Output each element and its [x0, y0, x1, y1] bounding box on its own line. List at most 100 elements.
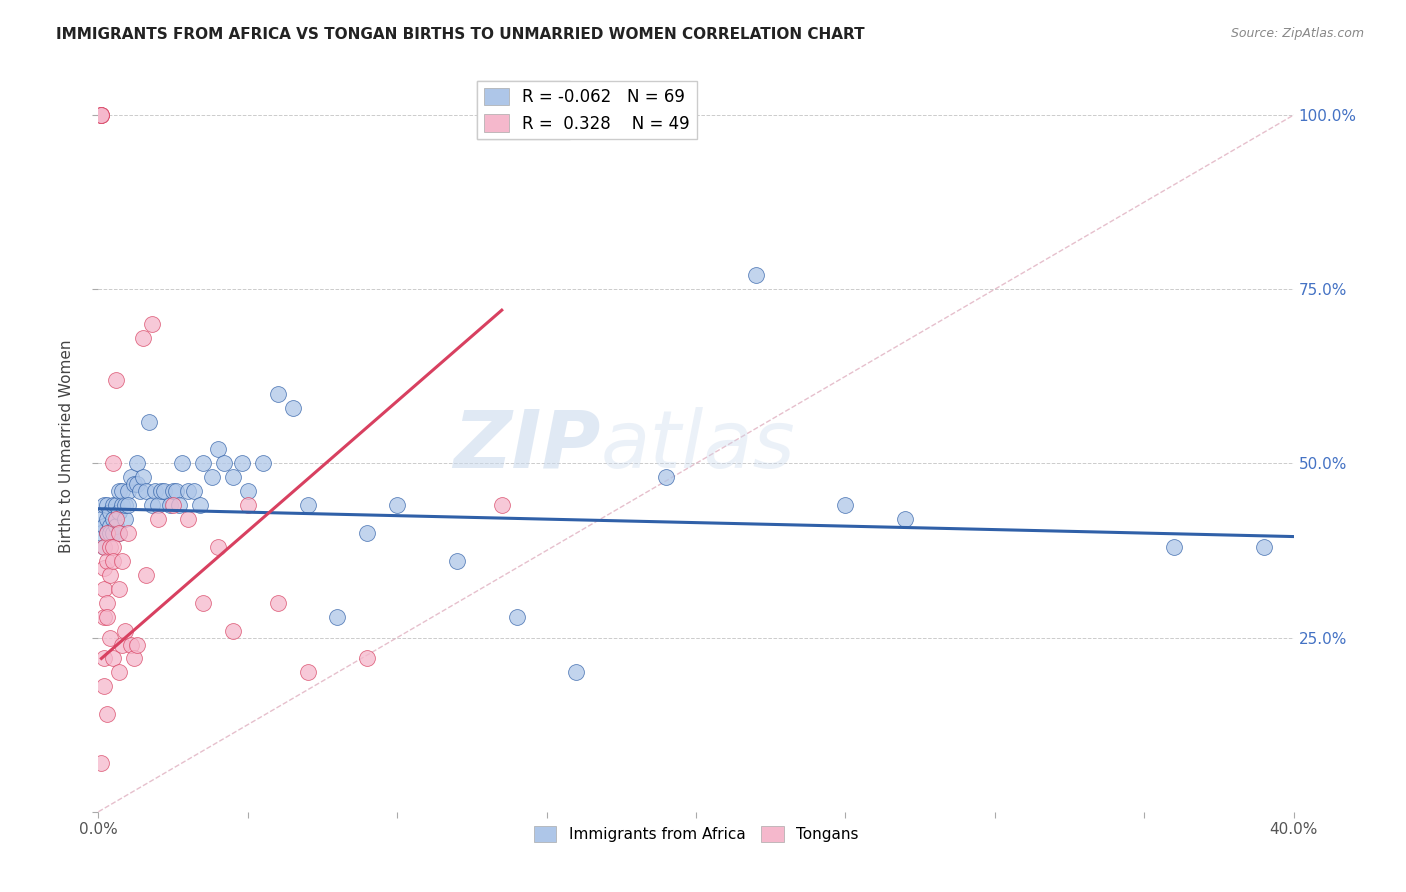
Text: Source: ZipAtlas.com: Source: ZipAtlas.com: [1230, 27, 1364, 40]
Point: [98, 631, 122, 645]
Point: [96, 596, 118, 610]
Point: [114, 512, 136, 526]
Point: [132, 331, 155, 345]
Point: [1253, 540, 1275, 554]
Point: [120, 470, 142, 484]
Point: [150, 484, 173, 499]
Point: [96, 498, 118, 512]
Point: [108, 484, 131, 499]
Point: [111, 484, 134, 499]
Point: [159, 498, 181, 512]
Point: [834, 498, 856, 512]
Point: [491, 498, 513, 512]
Point: [96, 512, 118, 526]
Point: [117, 484, 139, 499]
Point: [93, 561, 115, 575]
Point: [90, 108, 112, 122]
Point: [96, 707, 118, 722]
Point: [356, 526, 378, 541]
Point: [153, 484, 176, 499]
Point: [108, 582, 131, 596]
Point: [222, 470, 245, 484]
Point: [90, 526, 112, 541]
Point: [103, 651, 125, 665]
Point: [103, 498, 125, 512]
Point: [127, 457, 149, 471]
Point: [267, 386, 290, 401]
Point: [281, 401, 304, 415]
Point: [222, 624, 245, 638]
Point: [297, 665, 319, 680]
Point: [191, 457, 214, 471]
Point: [207, 442, 229, 457]
Point: [141, 498, 163, 512]
Point: [385, 498, 409, 512]
Point: [191, 596, 214, 610]
Point: [127, 477, 149, 491]
Point: [98, 567, 122, 582]
Point: [124, 651, 146, 665]
Point: [138, 415, 160, 429]
Point: [207, 540, 229, 554]
Point: [93, 519, 115, 533]
Point: [183, 484, 205, 499]
Point: [111, 554, 134, 568]
Point: [108, 526, 131, 541]
Point: [98, 540, 122, 554]
Point: [103, 526, 125, 541]
Point: [135, 484, 157, 499]
Point: [132, 470, 155, 484]
Point: [267, 596, 290, 610]
Point: [117, 526, 139, 541]
Point: [108, 505, 131, 519]
Point: [93, 651, 115, 665]
Point: [103, 554, 125, 568]
Point: [135, 567, 157, 582]
Point: [326, 609, 349, 624]
Point: [105, 512, 128, 526]
Point: [655, 470, 678, 484]
Point: [124, 477, 146, 491]
Point: [162, 484, 184, 499]
Point: [165, 484, 187, 499]
Point: [1163, 540, 1185, 554]
Point: [103, 512, 125, 526]
Point: [96, 526, 118, 541]
Point: [90, 108, 112, 122]
Point: [231, 457, 253, 471]
Legend: Immigrants from Africa, Tongans: Immigrants from Africa, Tongans: [527, 820, 865, 848]
Point: [167, 498, 190, 512]
Point: [105, 373, 128, 387]
Point: [108, 665, 131, 680]
Y-axis label: Births to Unmarried Women: Births to Unmarried Women: [59, 339, 75, 553]
Point: [177, 484, 200, 499]
Point: [114, 624, 136, 638]
Point: [252, 457, 274, 471]
Point: [93, 609, 115, 624]
Point: [98, 519, 122, 533]
Point: [745, 268, 768, 283]
Point: [177, 512, 200, 526]
Point: [172, 457, 194, 471]
Point: [506, 609, 529, 624]
Point: [90, 108, 112, 122]
Point: [236, 498, 259, 512]
Point: [96, 526, 118, 541]
Point: [212, 457, 235, 471]
Point: [201, 470, 224, 484]
Point: [105, 519, 128, 533]
Point: [143, 484, 166, 499]
Point: [297, 498, 319, 512]
Point: [120, 638, 142, 652]
Point: [188, 498, 211, 512]
Point: [90, 108, 112, 122]
Point: [565, 665, 588, 680]
Point: [90, 512, 112, 526]
Point: [98, 505, 122, 519]
Text: ZIP: ZIP: [453, 407, 600, 485]
Point: [446, 554, 468, 568]
Point: [96, 554, 118, 568]
Point: [93, 540, 115, 554]
Point: [108, 526, 131, 541]
Point: [236, 484, 259, 499]
